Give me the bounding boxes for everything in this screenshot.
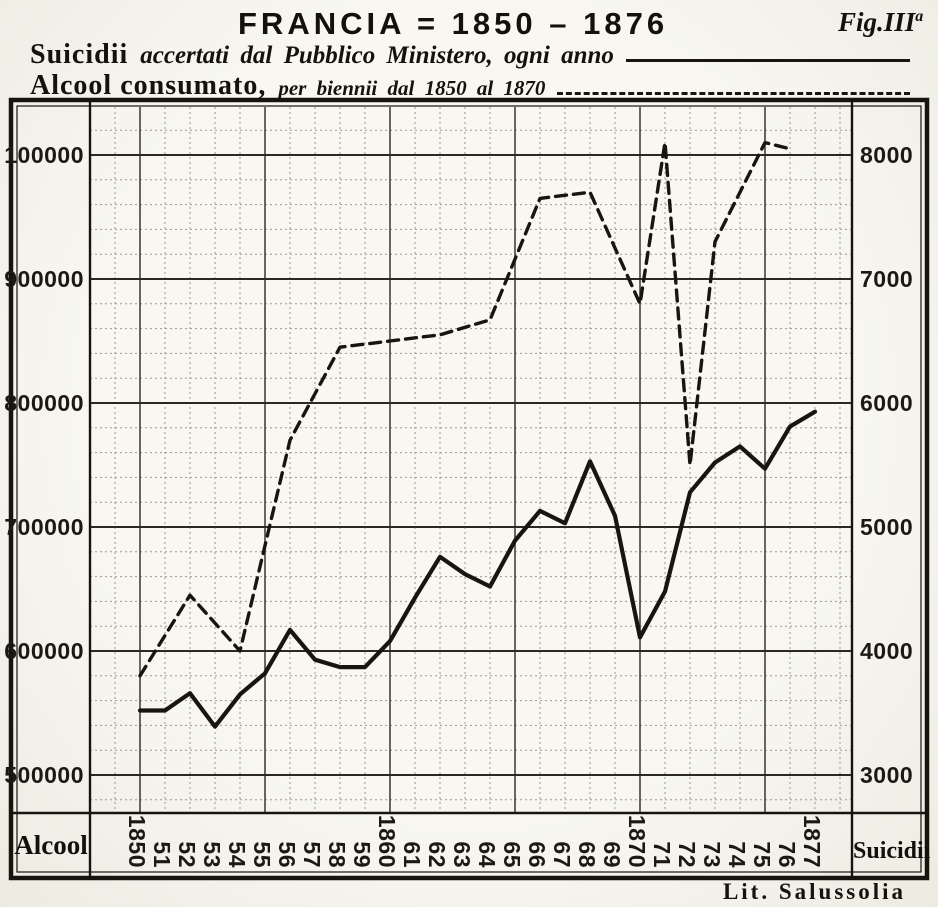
series-line-suicides [137,409,818,729]
figure-label-sup: a [915,8,924,25]
y-tick-label-left: 800000 [4,390,84,416]
x-tick-label: 71 [649,841,675,868]
y-tick-label-left: 700000 [4,514,84,540]
y-tick-label-left: 500000 [4,762,84,788]
lithographer-credit: Lit. Salussolia [722,879,906,904]
x-tick-label: 63 [449,841,475,868]
x-tick-label: 55 [249,841,275,868]
x-tick-label: 76 [774,841,800,868]
x-tick-label: 75 [749,841,775,868]
y-tick-label-right: 6000 [860,390,913,416]
y-tick-label-left: 600000 [4,638,84,664]
legend-dashed-line-sample [557,92,910,95]
x-tick-label: 51 [149,841,175,868]
legend-solid-line-sample [625,59,910,62]
x-tick-label: 67 [549,841,575,868]
x-tick-label: 1870 [624,815,650,868]
x-tick-label: 62 [424,841,450,868]
x-tick-label: 54 [224,841,250,868]
y-tick-label-right: 8000 [860,142,913,168]
series-line-alcohol [138,140,792,678]
y-tick-label-right: 4000 [860,638,913,664]
x-tick-label: 69 [599,841,625,868]
x-tick-label: 1860 [374,815,400,868]
legend-row-suicides: Suicidii accertati dal Pubblico Minister… [30,38,910,69]
y-tick-label-right: 3000 [860,762,913,788]
legend-series-name-suicides: Suicidii [30,39,129,70]
x-tick-label: 57 [299,841,325,868]
legend-series-desc-suicides: accertati dal Pubblico Ministero, ogni a… [140,41,614,69]
y-tick-label-left: 100000 [4,142,84,168]
figure-label-text: Fig.III [838,7,916,37]
x-tick-label: 52 [174,841,200,868]
x-tick-label: 74 [724,841,750,868]
legend-series-desc-alcohol: per biennii dal 1850 al 1870 [278,75,546,100]
x-tick-label: 68 [574,841,600,868]
x-tick-label: 1850 [124,815,150,868]
x-tick-label: 66 [524,841,550,868]
x-tick-label: 53 [199,841,225,868]
x-tick-label: 64 [474,841,500,868]
legend-series-name-alcohol: Alcool consumato, [30,70,267,101]
axis-label-suicidii: Suicidii [853,838,931,864]
page-title: FRANCIA = 1850 – 1876 [238,6,669,41]
figure-label: Fig.IIIa [838,7,923,38]
chart-frame [8,97,930,881]
x-tick-label: 59 [349,841,375,868]
x-tick-label: 56 [274,841,300,868]
legend-row-alcohol: Alcool consumato, per biennii dal 1850 a… [30,69,910,100]
y-tick-label-right: 5000 [860,514,913,540]
legend: Suicidii accertati dal Pubblico Minister… [30,38,910,100]
x-tick-label: 72 [674,841,700,868]
axis-label-alcool: Alcool [14,830,88,860]
y-tick-label-right: 7000 [860,266,913,292]
chart-frame-inner [16,105,922,873]
y-tick-label-left: 900000 [4,266,84,292]
x-tick-label: 58 [324,841,350,868]
x-tick-label: 73 [699,841,725,868]
x-tick-label: 65 [499,841,525,868]
x-tick-label: 61 [399,841,425,868]
x-tick-label: 1877 [799,815,825,868]
